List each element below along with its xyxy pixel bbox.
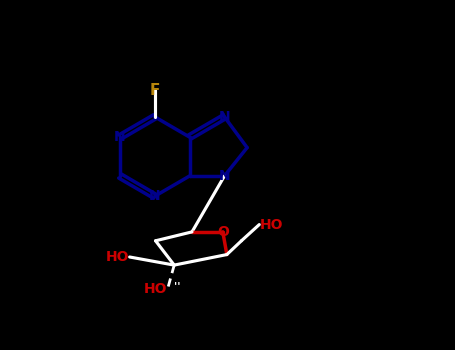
Text: HO: HO — [106, 250, 130, 264]
Text: N: N — [114, 130, 126, 144]
Text: HO: HO — [259, 218, 283, 232]
Text: F: F — [150, 83, 160, 98]
Text: HO: HO — [144, 282, 168, 296]
Text: N: N — [149, 189, 161, 203]
Text: N: N — [218, 110, 230, 124]
Text: '': '' — [174, 281, 181, 292]
Text: O: O — [217, 225, 229, 239]
Text: N: N — [218, 169, 230, 183]
